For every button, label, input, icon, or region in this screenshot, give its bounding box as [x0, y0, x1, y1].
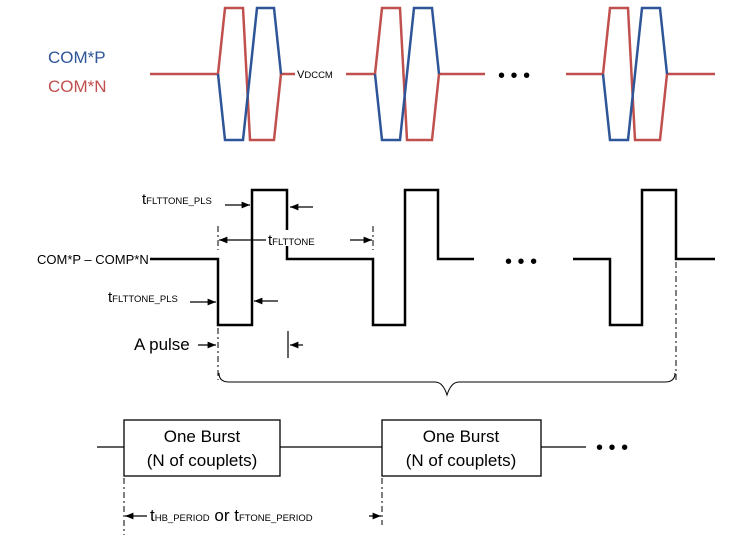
- burst-2-line2: (N of couplets): [406, 451, 517, 470]
- period-label: tHB_PERIOD or tFTONE_PERIOD: [150, 506, 313, 525]
- top-ellipsis: • • •: [498, 65, 530, 87]
- burst-1-line2: (N of couplets): [147, 451, 258, 470]
- comn-legend: COM*N: [48, 77, 107, 96]
- burst-2-line1: One Burst: [423, 427, 500, 446]
- t-pls-upper-label: tFLTTONE_PLS: [142, 191, 212, 208]
- comp-legend: COM*P: [48, 48, 106, 67]
- period-label-bg: [147, 505, 369, 525]
- mid-ellipsis: • • •: [505, 251, 537, 273]
- burst-box-2: [381, 419, 542, 477]
- diff-signal-label: COM*P – COMP*N: [37, 252, 149, 267]
- burst-box-1: [123, 419, 281, 477]
- diff-waveform: [150, 188, 715, 327]
- comp-waveform: [216, 6, 669, 142]
- t-flttone-label-bg: [266, 230, 350, 246]
- t-pls-lower-label: tFLTTONE_PLS: [108, 289, 178, 306]
- comn-waveform: [150, 6, 715, 142]
- vdccm-label: VDCCM: [297, 69, 333, 81]
- t-flttone-label: tFLTTONE: [268, 232, 315, 249]
- burst-brace: [218, 372, 676, 397]
- a-pulse-label: A pulse: [134, 335, 190, 354]
- burst-1-line1: One Burst: [164, 427, 241, 446]
- bottom-ellipsis: • • •: [596, 437, 628, 459]
